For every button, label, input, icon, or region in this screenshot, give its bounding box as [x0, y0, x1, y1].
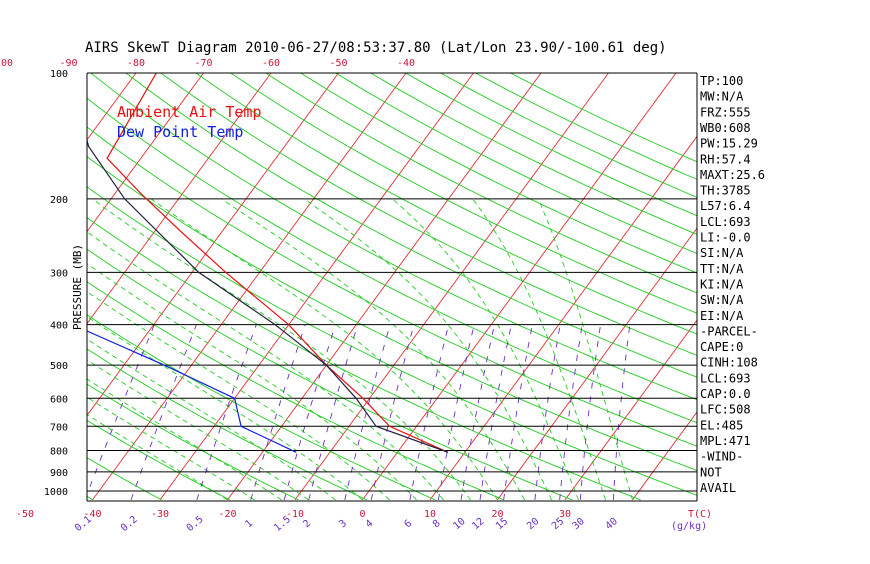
mixing-ratio-line [461, 325, 494, 500]
dry-adiabat-line [231, 73, 870, 500]
dry-adiabat-line [441, 73, 870, 500]
dry-adiabat-line [0, 73, 25, 500]
dry-adiabat-line [196, 73, 870, 500]
pressure-tick-label: 400 [50, 321, 68, 332]
top-temperature-tick-label: -80 [127, 58, 145, 69]
mixing-ratio-tick-label: 3 [337, 518, 349, 530]
dry-adiabat-line [371, 73, 870, 500]
pressure-tick-label: 1000 [44, 487, 68, 498]
mixing-ratio-line [251, 325, 305, 500]
pressure-tick-label: 900 [50, 468, 68, 479]
mixing-ratio-line [560, 325, 583, 500]
index-item: TP:100 [700, 74, 743, 88]
mixing-ratio-tick-label: 30 [571, 516, 587, 532]
index-item: RH:57.4 [700, 152, 751, 166]
temperature-axis-label: T(C) [688, 509, 712, 520]
mixing-ratio-line [197, 325, 256, 500]
index-item: LCL:693 [700, 215, 751, 229]
chart-title: AIRS SkewT Diagram 2010-06-27/08:53:37.8… [85, 40, 667, 56]
moist-adiabat-line [92, 199, 470, 500]
bottom-temperature-tick-label: -50 [16, 509, 34, 520]
isotherm-line [0, 73, 69, 500]
mixing-ratio-tick-label: 20 [525, 516, 541, 532]
mixing-ratio-tick-label: 12 [470, 516, 486, 532]
pressure-tick-label: 800 [50, 446, 68, 457]
index-item: EI:N/A [700, 309, 744, 323]
index-item: L57:6.4 [700, 199, 751, 213]
index-item: EL:485 [700, 418, 743, 432]
index-item: CINH:108 [700, 356, 758, 370]
index-item: FRZ:555 [700, 105, 751, 119]
mixing-ratio-tick-label: 40 [604, 516, 620, 532]
top-temperature-tick-label: -60 [262, 58, 280, 69]
pressure-tick-label: 500 [50, 361, 68, 372]
bottom-temperature-tick-label: 0 [359, 509, 365, 520]
pressure-tick-label: 100 [50, 69, 68, 80]
mixing-ratio-tick-label: 1 [243, 518, 255, 530]
dry-adiabat-line [406, 73, 870, 500]
mixing-ratio-line [345, 325, 390, 500]
mixing-ratio-line [613, 325, 629, 500]
index-item: AVAIL [700, 481, 736, 495]
bottom-temperature-tick-label: -20 [218, 509, 236, 520]
dry-adiabat-line [161, 73, 870, 500]
mixing-ratio-tick-label: 2 [301, 518, 313, 530]
index-item: PW:15.29 [700, 137, 758, 151]
index-item: MW:N/A [700, 90, 744, 104]
index-item: -WIND- [700, 450, 743, 464]
moist-adiabat-line [304, 199, 551, 500]
index-item: SI:N/A [700, 246, 744, 260]
index-item: TH:3785 [700, 184, 751, 198]
mixing-ratio-tick-label: 6 [402, 518, 414, 530]
top-temperature-tick-label: -50 [329, 58, 347, 69]
moist-adiabat-line [221, 199, 524, 500]
pressure-tick-label: 700 [50, 422, 68, 433]
top-temperature-tick-label: -90 [59, 58, 77, 69]
mixing-ratio-line [309, 325, 358, 500]
index-item: KI:N/A [700, 277, 744, 291]
index-item: SW:N/A [700, 293, 744, 307]
mixing-ratio-tick-label: 0.2 [119, 514, 140, 534]
dry-adiabat-line [301, 73, 870, 500]
legend-dew-point-temp: Dew Point Temp [117, 123, 243, 141]
pressure-tick-label: 200 [50, 195, 68, 206]
bottom-temperature-tick-label: -30 [151, 509, 169, 520]
isotherm-line [497, 73, 811, 500]
dry-adiabat-line [266, 73, 870, 500]
mixing-ratio-tick-label: 10 [451, 516, 467, 532]
index-item: LI:-0.0 [700, 231, 751, 245]
legend-ambient-air-temp: Ambient Air Temp [117, 103, 262, 121]
pressure-tick-label: 300 [50, 268, 68, 279]
isotherm-line [0, 73, 136, 500]
index-item: CAP:0.0 [700, 387, 751, 401]
index-item: CAPE:0 [700, 340, 743, 354]
mixing-ratio-tick-label: 4 [364, 518, 376, 530]
index-item: MAXT:25.6 [700, 168, 765, 182]
index-item: MPL:471 [700, 434, 751, 448]
top-temperature-tick-label: -100 [0, 58, 13, 69]
y-axis-label: PRESSURE (MB) [71, 244, 84, 330]
index-item: -PARCEL- [700, 324, 758, 338]
isotherm-line [430, 73, 744, 500]
index-item: TT:N/A [700, 262, 744, 276]
index-item: LCL:693 [700, 371, 751, 385]
mixing-ratio-tick-label: 8 [431, 518, 443, 530]
top-temperature-tick-label: -40 [397, 58, 415, 69]
mixing-ratio-line [480, 325, 511, 500]
isotherm-line [295, 73, 609, 500]
pressure-tick-label: 600 [50, 394, 68, 405]
top-temperature-tick-label: -70 [194, 58, 212, 69]
isotherm-line [0, 73, 1, 500]
mixing-ratio-tick-label: 0.5 [185, 514, 206, 534]
index-item: WB0:608 [700, 121, 751, 135]
index-item: NOT [700, 465, 722, 479]
index-item: LFC:508 [700, 403, 751, 417]
mixing-ratio-axis-label: (g/kg) [671, 521, 707, 532]
moist-adiabat-line [473, 199, 606, 500]
